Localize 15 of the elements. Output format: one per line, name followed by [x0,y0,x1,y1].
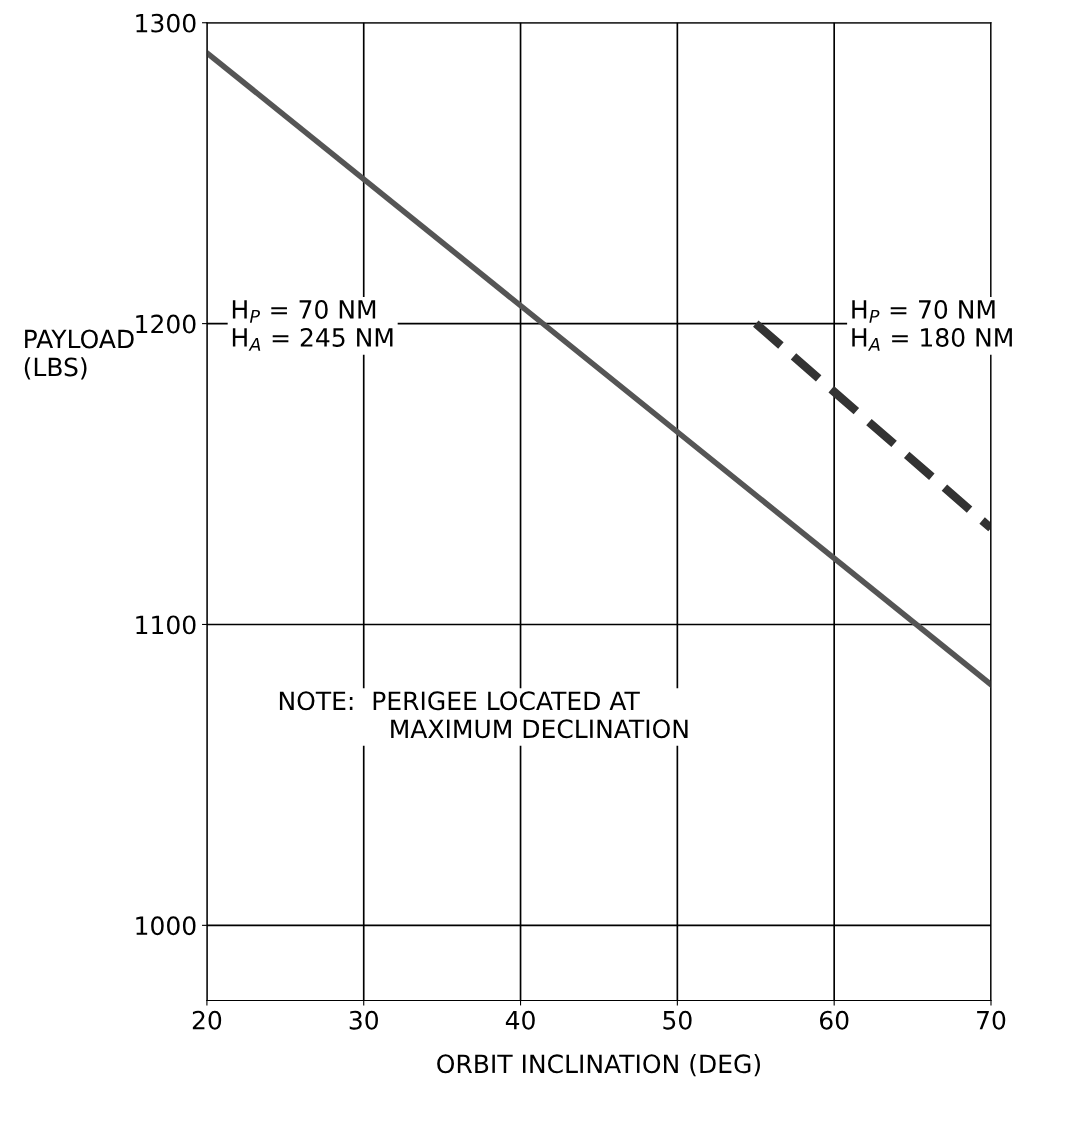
annotation: H$_{P}$ = 70 NM H$_{A}$ = 180 NM [852,300,1012,351]
x-tick-label: 70 [977,1010,1006,1030]
x-tick-label: 30 [349,1010,378,1030]
y-tick-label: 1200 [136,314,196,334]
annotation: H$_{P}$ = 70 NM H$_{A}$ = 245 NM [232,300,393,351]
x-tick-label: 50 [663,1010,692,1030]
y-tick-label: 1100 [136,615,196,635]
x-tick-label: 20 [192,1010,222,1030]
annotation: NOTE: PERIGEE LOCATED AT MAXIMUM DECLINATION [279,691,688,739]
x-axis-title: ORBIT INCLINATION (DEG) [437,1053,760,1077]
x-tick-label: 60 [820,1010,849,1030]
y-tick-label: 1300 [136,13,196,33]
y-axis-title: PAYLOAD (LBS) [24,329,134,380]
y-tick-label: 1000 [136,916,196,936]
x-tick-label: 40 [505,1010,535,1030]
